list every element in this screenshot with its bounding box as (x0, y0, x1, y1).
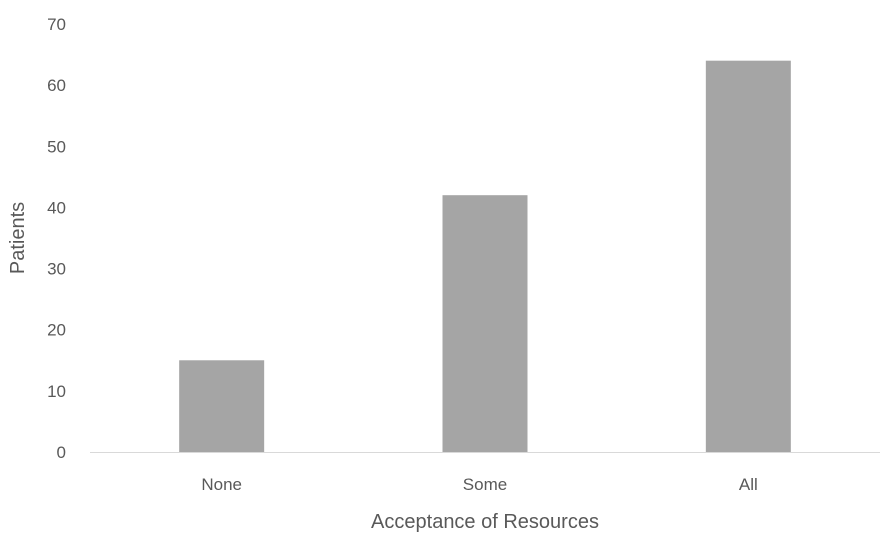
y-axis-title: Patients (7, 202, 29, 274)
bar-all (705, 60, 791, 452)
y-tick-label: 70 (47, 15, 66, 34)
y-tick-label: 20 (47, 321, 66, 340)
y-tick-label: 40 (47, 198, 66, 217)
x-tick-label: None (201, 475, 242, 494)
y-tick-label: 60 (47, 76, 66, 95)
x-tick-label: Some (463, 475, 507, 494)
x-tick-label: All (739, 475, 758, 494)
y-tick-label: 30 (47, 260, 66, 279)
x-axis-ticks: None Some All (201, 475, 757, 494)
y-tick-label: 10 (47, 382, 66, 401)
y-tick-label: 50 (47, 137, 66, 156)
bar-none (179, 360, 265, 452)
y-axis-ticks: 0 10 20 30 40 50 60 70 (47, 15, 66, 462)
bar-some (442, 195, 528, 452)
x-axis-title: Acceptance of Resources (371, 511, 599, 533)
bars (179, 60, 791, 452)
y-tick-label: 0 (57, 443, 66, 462)
